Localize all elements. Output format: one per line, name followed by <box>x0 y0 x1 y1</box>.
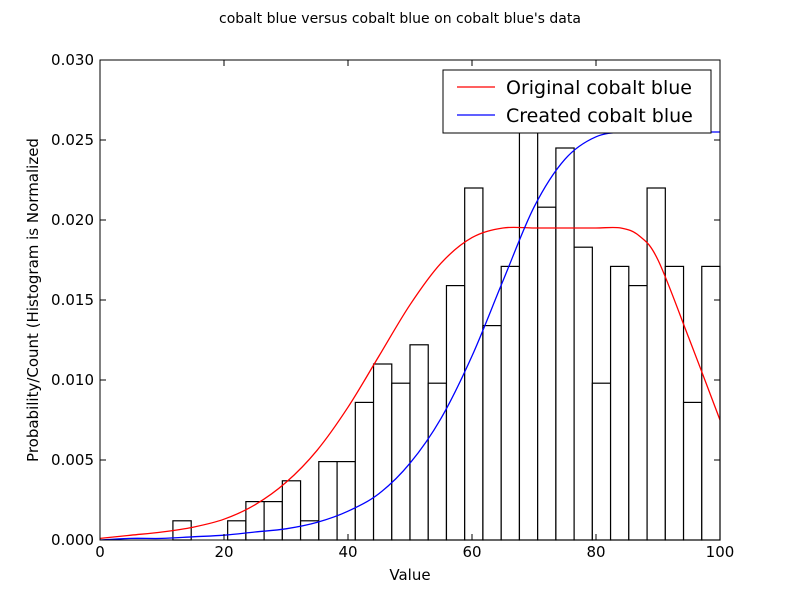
x-tick-label: 80 <box>586 543 605 561</box>
y-tick-label: 0.030 <box>51 51 94 69</box>
histogram-bar <box>573 246 593 541</box>
y-tick-label: 0.010 <box>51 371 94 389</box>
histogram-bar <box>391 382 411 541</box>
y-tick-label: 0.025 <box>51 131 94 149</box>
series-line-original <box>100 226 720 540</box>
histogram-bar <box>372 363 393 541</box>
x-axis-ticks: 0 20 40 60 80 100 <box>95 60 734 561</box>
histogram-bar <box>245 501 265 541</box>
histogram-bar <box>555 147 575 541</box>
legend-label-original: Original cobalt blue <box>506 77 692 99</box>
histogram-bar <box>537 206 557 541</box>
chart-legend: Original cobalt blue Created cobalt blue <box>442 69 712 134</box>
histogram-bar <box>318 461 338 541</box>
histogram-bars <box>172 108 721 541</box>
y-tick-label: 0.020 <box>51 211 94 229</box>
histogram-bar <box>500 265 521 541</box>
x-tick-label: 20 <box>214 543 233 561</box>
histogram-bar <box>482 325 502 541</box>
histogram-bar <box>591 382 612 541</box>
y-tick-label: 0.005 <box>51 451 94 469</box>
x-axis-label: Value <box>389 566 430 584</box>
histogram-bar <box>518 108 539 541</box>
histogram-bar <box>646 187 666 541</box>
y-axis-label: Probability/Count (Histogram is Normaliz… <box>24 138 42 462</box>
histogram-bar <box>336 461 356 541</box>
histogram-bar <box>682 401 703 541</box>
histogram-bar <box>427 382 448 541</box>
histogram-bar <box>227 520 247 541</box>
y-tick-label: 0.015 <box>51 291 94 309</box>
x-tick-label: 0 <box>95 543 105 561</box>
histogram-bar <box>354 401 375 541</box>
histogram-bar <box>664 265 685 541</box>
legend-label-created: Created cobalt blue <box>506 105 693 127</box>
y-axis-ticks: 0.000 0.005 0.010 0.015 0.020 0.025 0.030 <box>51 51 720 549</box>
histogram-bar <box>609 265 630 541</box>
histogram-bar <box>281 480 302 541</box>
histogram-bar <box>701 265 721 541</box>
histogram-bar <box>628 285 648 541</box>
y-tick-label: 0.000 <box>51 531 94 549</box>
chart-title: cobalt blue versus cobalt blue on cobalt… <box>219 11 581 27</box>
histogram-bar <box>445 285 466 541</box>
x-tick-label: 40 <box>338 543 357 561</box>
legend-box <box>442 69 712 134</box>
histogram-bar <box>263 501 283 541</box>
series-lines <box>100 130 720 540</box>
x-tick-label: 100 <box>706 543 735 561</box>
series-line-created <box>100 130 720 540</box>
x-tick-label: 60 <box>462 543 481 561</box>
